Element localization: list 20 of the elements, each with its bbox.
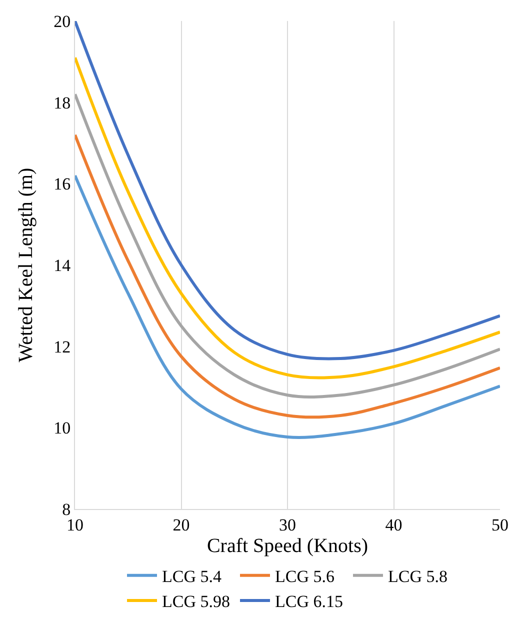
x-tick-label: 30	[279, 515, 296, 534]
line-series	[75, 174, 500, 440]
line-series	[75, 21, 500, 360]
legend-label: LCG 5.8	[388, 566, 448, 586]
x-tick-label: 50	[492, 515, 508, 534]
y-tick-label: 10	[54, 418, 71, 438]
legend-label: LCG 5.4	[162, 566, 222, 586]
legend-label: LCG 5.6	[275, 566, 334, 586]
y-tick-label: 14	[54, 256, 72, 275]
y-tick-label: 18	[54, 93, 71, 112]
y-axis-title: Wetted Keel Length (m)	[15, 168, 38, 362]
y-tick-label: 12	[54, 337, 71, 356]
y-tick-label: 16	[54, 174, 71, 194]
x-tick-label: 20	[172, 515, 190, 534]
x-tick-label: 40	[385, 515, 402, 534]
legend-label: LCG 5.98	[162, 592, 230, 612]
x-axis-title: Craft Speed (Knots)	[206, 534, 368, 557]
line-series	[75, 56, 500, 380]
legend-label: LCG 6.15	[275, 592, 343, 612]
y-tick-label: 20	[54, 12, 71, 31]
